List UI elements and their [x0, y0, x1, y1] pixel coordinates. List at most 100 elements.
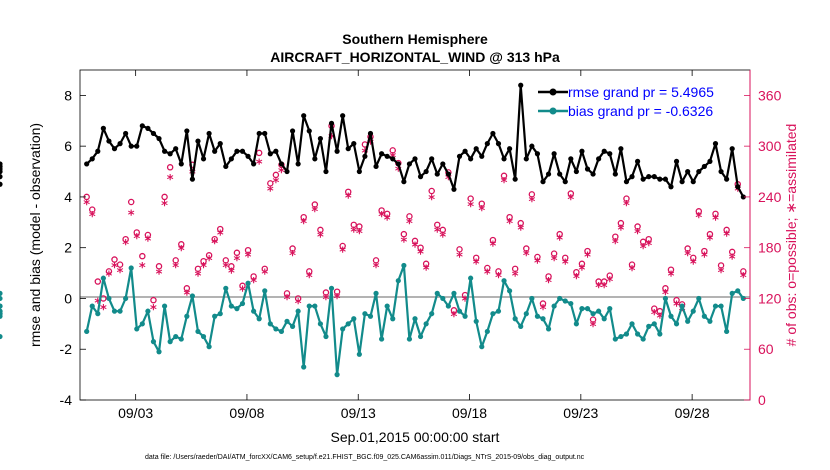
bias-point [100, 275, 106, 281]
x-tick-label: 09/18 [452, 405, 487, 421]
obs-assimilated-marker: * [172, 261, 179, 276]
bias-point [173, 333, 179, 340]
obs-assimilated-marker: * [490, 240, 497, 255]
rmse-point [150, 130, 157, 137]
obs-assimilated-marker: * [606, 275, 613, 290]
bias-point [573, 321, 579, 327]
obs-assimilated-marker: * [540, 303, 547, 318]
right-tick-label: 120 [758, 290, 782, 306]
rmse-point [328, 120, 335, 126]
bias-point [523, 311, 529, 317]
rmse-point [440, 161, 446, 167]
rmse-point [306, 128, 312, 134]
obs-possible-marker [161, 193, 168, 201]
obs-possible-marker [606, 272, 614, 279]
rmse-point [712, 141, 719, 147]
rmse-point [601, 148, 607, 154]
bias-point [623, 331, 630, 337]
bias-point [701, 313, 707, 319]
bias-point [345, 321, 351, 327]
obs-possible-marker [684, 245, 691, 252]
obs-assimilated-marker: * [122, 238, 129, 253]
legend-rmse-label: rmse grand pr = 5.4965 [568, 84, 714, 100]
obs-possible-marker [166, 164, 174, 171]
rmse-point [379, 151, 385, 157]
bias-point [551, 303, 557, 309]
obs-assimilated-marker: * [623, 199, 630, 214]
bias-point [401, 262, 407, 269]
obs-possible-marker [623, 195, 630, 202]
bias-point [445, 303, 451, 309]
obs-assimilated-marker: * [195, 269, 202, 284]
obs-possible-marker [467, 195, 474, 202]
obs-possible-marker [383, 210, 391, 218]
rmse-point [456, 153, 463, 159]
obs-assimilated-marker: * [117, 266, 124, 281]
bias-point [150, 339, 157, 345]
rmse-point [562, 179, 568, 185]
obs-assimilated-marker: * [567, 193, 574, 208]
rmse-point [696, 168, 702, 175]
bias-point [223, 285, 229, 291]
rmse-point [401, 179, 407, 185]
obs-possible-marker [389, 147, 396, 154]
obs-count-series: * * * * * * * * * * * * * * * * * * * * * * * * * * * * * * * * * * * * * * * *… [83, 122, 747, 335]
bias-point [590, 311, 596, 317]
bias-point [217, 311, 223, 317]
obs-possible-marker [689, 254, 697, 262]
obs-assimilated-marker: * [462, 295, 469, 310]
obs-possible-marker [662, 285, 669, 292]
obs-possible-marker [634, 223, 641, 230]
obs-possible-marker [350, 221, 358, 229]
rmse-point [134, 143, 140, 149]
obs-assimilated-marker: * [640, 242, 647, 257]
bias-point [540, 316, 546, 322]
rmse-point [345, 146, 351, 152]
bias-point [373, 290, 379, 296]
obs-assimilated-marker: * [473, 257, 480, 272]
rmse-point [362, 153, 368, 159]
obs-possible-marker [356, 223, 363, 230]
bias-point [384, 303, 390, 309]
obs-assimilated-marker: * [523, 249, 530, 264]
bias-point [696, 295, 702, 302]
rmse-point [100, 125, 106, 131]
obs-assimilated-marker: * [183, 289, 190, 304]
left-tick-label: -2 [60, 341, 73, 357]
rmse-point [634, 158, 641, 164]
bias-point [328, 285, 335, 291]
rmse-point [584, 166, 591, 172]
rmse-point [740, 194, 746, 200]
obs-assimilated-marker: * [239, 285, 246, 300]
rmse-point [178, 161, 184, 167]
rmse-point [551, 151, 557, 157]
bias-point [367, 313, 374, 319]
obs-possible-marker [306, 268, 313, 275]
bias-point [167, 339, 173, 345]
obs-assimilated-marker: * [234, 254, 241, 269]
bias-point [601, 316, 607, 322]
rmse-point [351, 141, 357, 147]
obs-assimilated-marker: * [484, 268, 491, 283]
obs-assimilated-marker: * [89, 210, 96, 225]
bias-point [440, 295, 446, 302]
bias-point [117, 308, 123, 314]
rmse-point [356, 168, 362, 175]
bias-point [640, 336, 646, 342]
bias-point [662, 295, 669, 302]
rmse-point [434, 171, 440, 177]
x-tick-label: 09/23 [563, 405, 598, 421]
rmse-point [668, 184, 674, 190]
bias-point [278, 328, 285, 335]
rmse-point [145, 125, 151, 131]
rmse-point [117, 141, 123, 147]
bias-point [390, 316, 396, 322]
rmse-point [501, 156, 507, 162]
left-tick-label: 4 [64, 189, 72, 205]
obs-assimilated-marker: * [200, 261, 207, 276]
bias-point [634, 331, 641, 337]
bias-point [317, 321, 323, 327]
bias-point [735, 288, 741, 294]
rmse-point [334, 148, 340, 154]
